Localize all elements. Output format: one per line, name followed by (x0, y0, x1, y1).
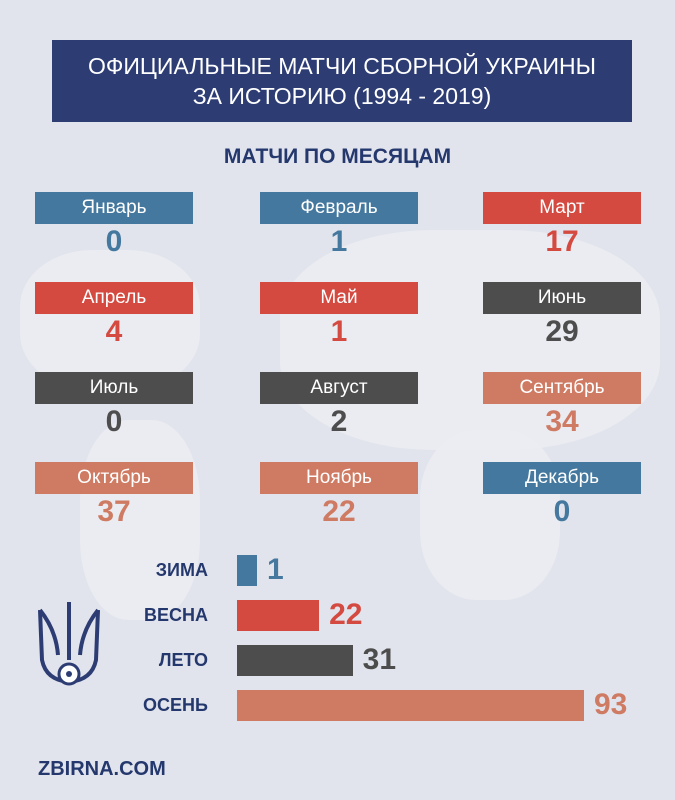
world-map-shape (420, 430, 560, 600)
month-label: Октябрь (35, 462, 193, 494)
website-link[interactable]: ZBIRNA.COM (38, 758, 166, 780)
season-bar (237, 555, 257, 586)
season-label: ЛЕТО (158, 650, 208, 670)
month-label: Февраль (260, 192, 418, 224)
month-value: 4 (105, 315, 123, 348)
month-value: 1 (330, 315, 348, 348)
month-value: 0 (105, 405, 123, 438)
world-map-shape (20, 250, 200, 390)
title-line-2: ЗА ИСТОРИЮ (1994 - 2019) (192, 83, 492, 109)
season-value: 93 (594, 688, 628, 721)
month-value: 17 (545, 225, 579, 258)
month-value: 0 (105, 225, 123, 258)
month-label: Март (483, 192, 641, 224)
month-value: 22 (322, 495, 356, 528)
world-map-shape (280, 230, 660, 450)
month-value: 1 (330, 225, 348, 258)
season-value: 22 (329, 598, 363, 631)
title-line-1: ОФИЦИАЛЬНЫЕ МАТЧИ СБОРНОЙ УКРАИНЫ (88, 53, 596, 79)
month-value: 34 (545, 405, 579, 438)
page-title: ОФИЦИАЛЬНЫЕ МАТЧИ СБОРНОЙ УКРАИНЫ ЗА ИСТО… (52, 40, 632, 122)
season-bar (237, 690, 584, 721)
month-label: Август (260, 372, 418, 404)
month-label: Декабрь (483, 462, 641, 494)
month-label: Апрель (35, 282, 193, 314)
month-label: Май (260, 282, 418, 314)
season-label: ЗИМА (155, 560, 208, 580)
season-bar (237, 600, 320, 631)
month-value: 2 (330, 405, 348, 438)
season-value: 1 (267, 553, 284, 586)
season-value: 31 (362, 643, 397, 676)
season-label: ОСЕНЬ (143, 695, 208, 715)
month-label: Сентябрь (483, 372, 641, 404)
season-bar (237, 645, 353, 676)
month-label: Июль (35, 372, 193, 404)
month-value: 37 (97, 495, 131, 528)
chart-subtitle: МАТЧИ ПО МЕСЯЦАМ (223, 145, 452, 168)
world-map-shape (80, 420, 200, 620)
month-label: Ноябрь (260, 462, 418, 494)
month-value: 0 (553, 495, 571, 528)
month-label: Январь (35, 192, 193, 224)
ukraine-trident-logo-icon (38, 602, 100, 686)
month-value: 29 (545, 315, 579, 348)
month-label: Июнь (483, 282, 641, 314)
season-label: ВЕСНА (143, 605, 208, 625)
